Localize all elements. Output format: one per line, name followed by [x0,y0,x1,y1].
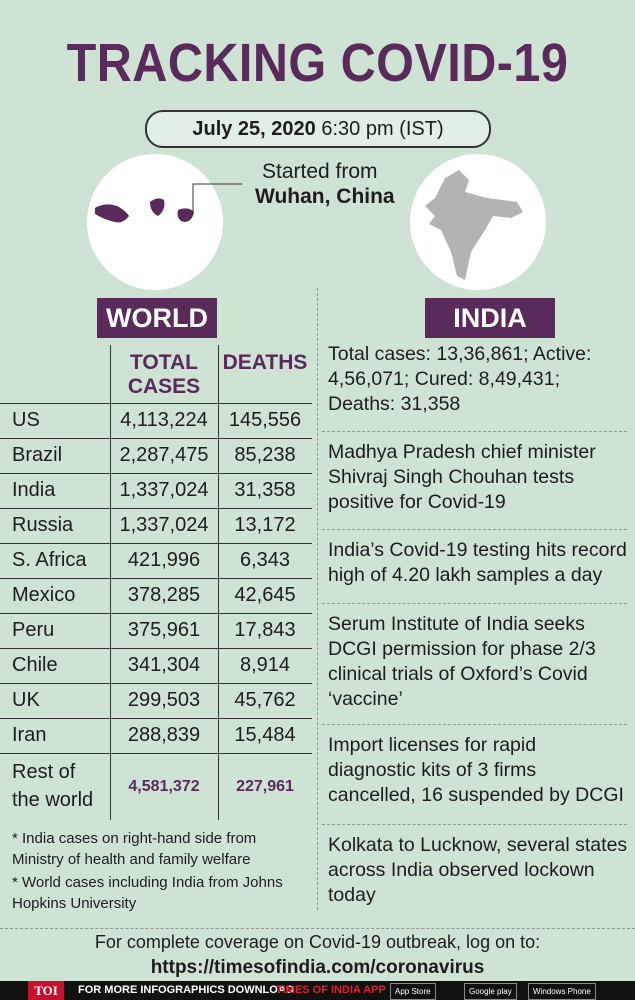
deaths: 17,843 [234,619,296,641]
world-globe [87,154,223,290]
india-heading: INDIA [425,298,555,338]
total-cases: 1,337,024 [119,479,209,501]
store-badge[interactable]: Google play [464,983,517,1000]
note: * India cases on right-hand side from Mi… [12,830,257,868]
country: Rest of the world [12,761,94,811]
row-rule [0,543,312,544]
news-item: Import licenses for rapid diagnostic kit… [328,734,624,806]
footer-text: For complete coverage on Covid-19 outbre… [94,932,541,952]
total-cases: 421,996 [127,549,201,571]
deaths: 13,172 [234,514,296,536]
total-cases: 4,581,372 [128,778,200,795]
store-badge[interactable]: Windows Phone [528,983,596,1000]
country: Brazil [12,444,63,466]
map-europe [150,198,165,216]
toi-logo: TOI [28,981,64,1000]
footer-rule [0,928,635,929]
news-item: Serum Institute of India seeks DCGI perm… [328,613,596,710]
country: UK [12,689,40,711]
separator [322,529,627,530]
row-rule [0,508,312,509]
total-cases: 299,503 [127,689,201,711]
row-rule [0,613,312,614]
deaths: 15,484 [234,724,296,746]
total-cases: 1,337,024 [119,514,209,536]
col-line [110,345,111,820]
row-rule [0,403,312,404]
origin-place: Wuhan, China [255,185,395,208]
deaths: 145,556 [228,409,302,431]
separator [322,603,627,604]
total-cases: 375,961 [127,619,201,641]
col-line [218,345,219,820]
divider [317,288,318,910]
news-item: Kolkata to Lucknow, several states acros… [328,834,628,906]
deaths: 31,358 [234,479,296,501]
row-rule [0,753,312,754]
time: 6:30 pm (IST) [321,118,444,140]
bar-app: TIMES OF INDIA APP [276,984,386,996]
row-rule [0,473,312,474]
row-rule [0,648,312,649]
map-india [425,170,523,280]
col-header: TOTAL CASES [127,351,201,398]
deaths: 227,961 [236,778,294,795]
pointer [192,183,242,214]
map-us [95,204,129,223]
country: India [12,479,56,501]
deaths: 85,238 [234,444,296,466]
news-item: India’s Covid-19 testing hits record hig… [328,539,627,586]
total-cases: 4,113,224 [120,409,208,431]
country: Peru [12,619,55,641]
separator [322,431,627,432]
row-rule [0,683,312,684]
total-cases: 341,304 [127,654,201,676]
country: Chile [12,654,58,676]
total-cases: 288,839 [127,724,201,746]
row-rule [0,578,312,579]
col-header: DEATHS [222,351,308,374]
country: Mexico [12,584,76,606]
separator [322,824,627,825]
separator [322,724,627,725]
row-rule [0,718,312,719]
store-badge[interactable]: App Store [390,983,436,1000]
total-cases: 378,285 [127,584,201,606]
bar-text: FOR MORE INFOGRAPHICS DOWNLOAD [78,984,294,996]
news-item: Total cases: 13,36,861; Active: 4,56,071… [328,343,592,415]
date: July 25, 2020 [192,118,316,140]
country: Iran [12,724,47,746]
news-item: Madhya Pradesh chief minister Shivraj Si… [328,441,596,513]
deaths: 6,343 [239,549,291,571]
row-rule [0,438,312,439]
date-pill: July 25, 2020 6:30 pm (IST) [145,110,491,148]
total-cases: 2,287,475 [119,444,209,466]
deaths: 8,914 [239,654,291,676]
maps [87,154,546,290]
deaths: 42,645 [234,584,296,606]
footer-url[interactable]: https://timesofindia.com/coronavirus [150,957,485,978]
deaths: 45,762 [234,689,296,711]
bottom-bar: TOI FOR MORE INFOGRAPHICS DOWNLOAD TIMES… [0,981,635,1000]
map-china [177,208,194,222]
note: * World cases including India from Johns… [12,874,283,912]
country: S. Africa [12,549,87,571]
title: TRACKING COVID-19 [66,33,569,93]
origin-label: Started from [262,160,378,183]
country: Russia [12,514,74,536]
country: US [12,409,40,431]
world-heading: WORLD [97,298,217,338]
